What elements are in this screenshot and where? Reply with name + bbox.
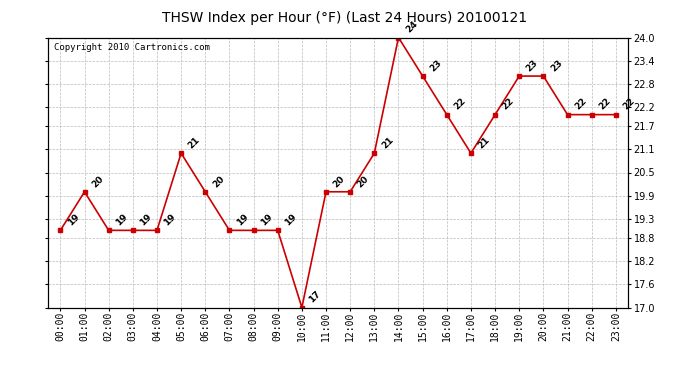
Text: 23: 23 [428,58,444,73]
Text: 21: 21 [477,135,492,150]
Text: 19: 19 [66,212,81,228]
Text: 23: 23 [549,58,564,73]
Text: 19: 19 [139,212,154,228]
Text: 22: 22 [453,97,468,112]
Text: 23: 23 [525,58,540,73]
Text: 22: 22 [573,97,589,112]
Text: 21: 21 [380,135,395,150]
Text: THSW Index per Hour (°F) (Last 24 Hours) 20100121: THSW Index per Hour (°F) (Last 24 Hours)… [162,11,528,25]
Text: Copyright 2010 Cartronics.com: Copyright 2010 Cartronics.com [54,43,210,52]
Text: 20: 20 [356,174,371,189]
Text: 19: 19 [259,212,275,228]
Text: 21: 21 [187,135,202,150]
Text: 20: 20 [90,174,105,189]
Text: 20: 20 [332,174,346,189]
Text: 24: 24 [404,20,420,35]
Text: 22: 22 [501,97,516,112]
Text: 19: 19 [284,212,299,228]
Text: 20: 20 [211,174,226,189]
Text: 22: 22 [598,97,613,112]
Text: 19: 19 [163,212,178,228]
Text: 17: 17 [308,290,323,305]
Text: 19: 19 [235,212,250,228]
Text: 22: 22 [622,97,637,112]
Text: 19: 19 [115,212,130,228]
